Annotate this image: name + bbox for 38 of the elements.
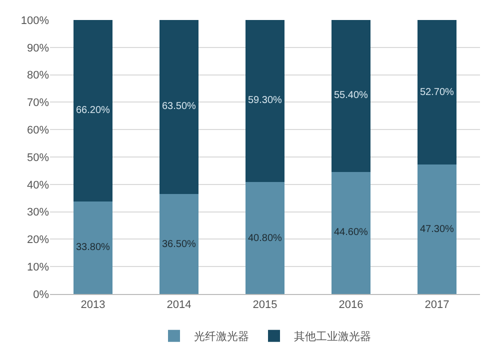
x-tick-label: 2015 (252, 299, 278, 312)
y-tick-label: 80% (26, 70, 50, 82)
bar (246, 182, 284, 294)
data-label: 55.40% (334, 90, 368, 101)
y-tick-label: 10% (26, 261, 50, 274)
data-label: 33.80% (76, 242, 110, 253)
bar (160, 194, 198, 294)
x-tick-label: 2014 (166, 299, 192, 312)
legend-label: 光纤激光器 (194, 330, 249, 344)
x-tick-label: 2016 (338, 299, 364, 312)
bar (332, 172, 370, 294)
data-label: 66.20% (76, 105, 110, 116)
bar (74, 20, 112, 202)
y-tick-label: 30% (26, 206, 50, 219)
data-label: 63.50% (162, 101, 196, 112)
y-tick-label: 20% (26, 234, 50, 246)
data-label: 36.50% (162, 239, 196, 250)
y-tick-label: 60% (26, 124, 50, 136)
data-label: 59.30% (248, 95, 282, 106)
bar (418, 20, 456, 164)
bar (418, 164, 456, 294)
y-tick-label: 0% (33, 288, 50, 301)
data-label: 47.30% (420, 224, 454, 235)
data-label: 40.80% (248, 233, 282, 244)
data-label: 44.60% (334, 227, 368, 238)
bar (246, 20, 284, 182)
y-tick-label: 70% (26, 97, 50, 110)
y-tick-label: 90% (26, 42, 50, 54)
y-tick-label: 50% (26, 152, 50, 164)
data-label: 52.70% (420, 87, 454, 98)
y-tick-label: 40% (26, 179, 50, 192)
bar (74, 201, 112, 294)
x-tick-label: 2013 (80, 299, 106, 312)
bar (160, 20, 198, 194)
y-tick-label: 100% (20, 14, 50, 27)
legend-label: 其他工业激光器 (294, 330, 371, 344)
bar (332, 20, 370, 172)
x-tick-label: 2017 (424, 299, 450, 312)
